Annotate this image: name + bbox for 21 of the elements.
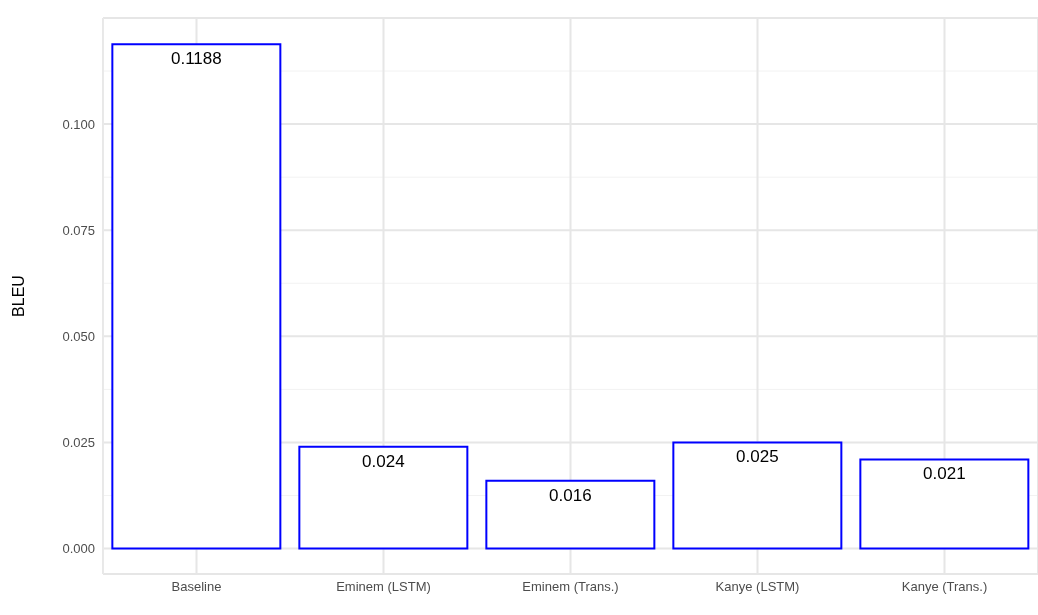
data-label: 0.024 [362,451,405,471]
y-tick-label: 0.000 [62,541,95,557]
bar [485,479,656,550]
bar [672,441,843,550]
y-tick-label: 0.025 [62,435,95,451]
data-label: 0.025 [736,447,779,467]
x-tick-label: Kanye (LSTM) [715,579,800,595]
y-tick-label: 0.075 [62,222,95,238]
bar [859,458,1030,550]
x-tick-label: Eminem (Trans.) [522,579,619,595]
data-label: 0.021 [923,464,966,484]
y-tick-label: 0.050 [62,328,95,344]
data-label: 0.016 [549,485,592,505]
x-tick-label: Kanye (Trans.) [901,579,988,595]
data-label: 0.1188 [170,49,222,69]
x-tick-label: Eminem (LSTM) [336,579,431,595]
y-axis-title: BLEU [9,275,27,317]
bar [298,445,469,550]
x-tick-label: Baseline [171,579,222,595]
bar [111,43,282,550]
y-tick-label: 0.100 [62,116,95,132]
